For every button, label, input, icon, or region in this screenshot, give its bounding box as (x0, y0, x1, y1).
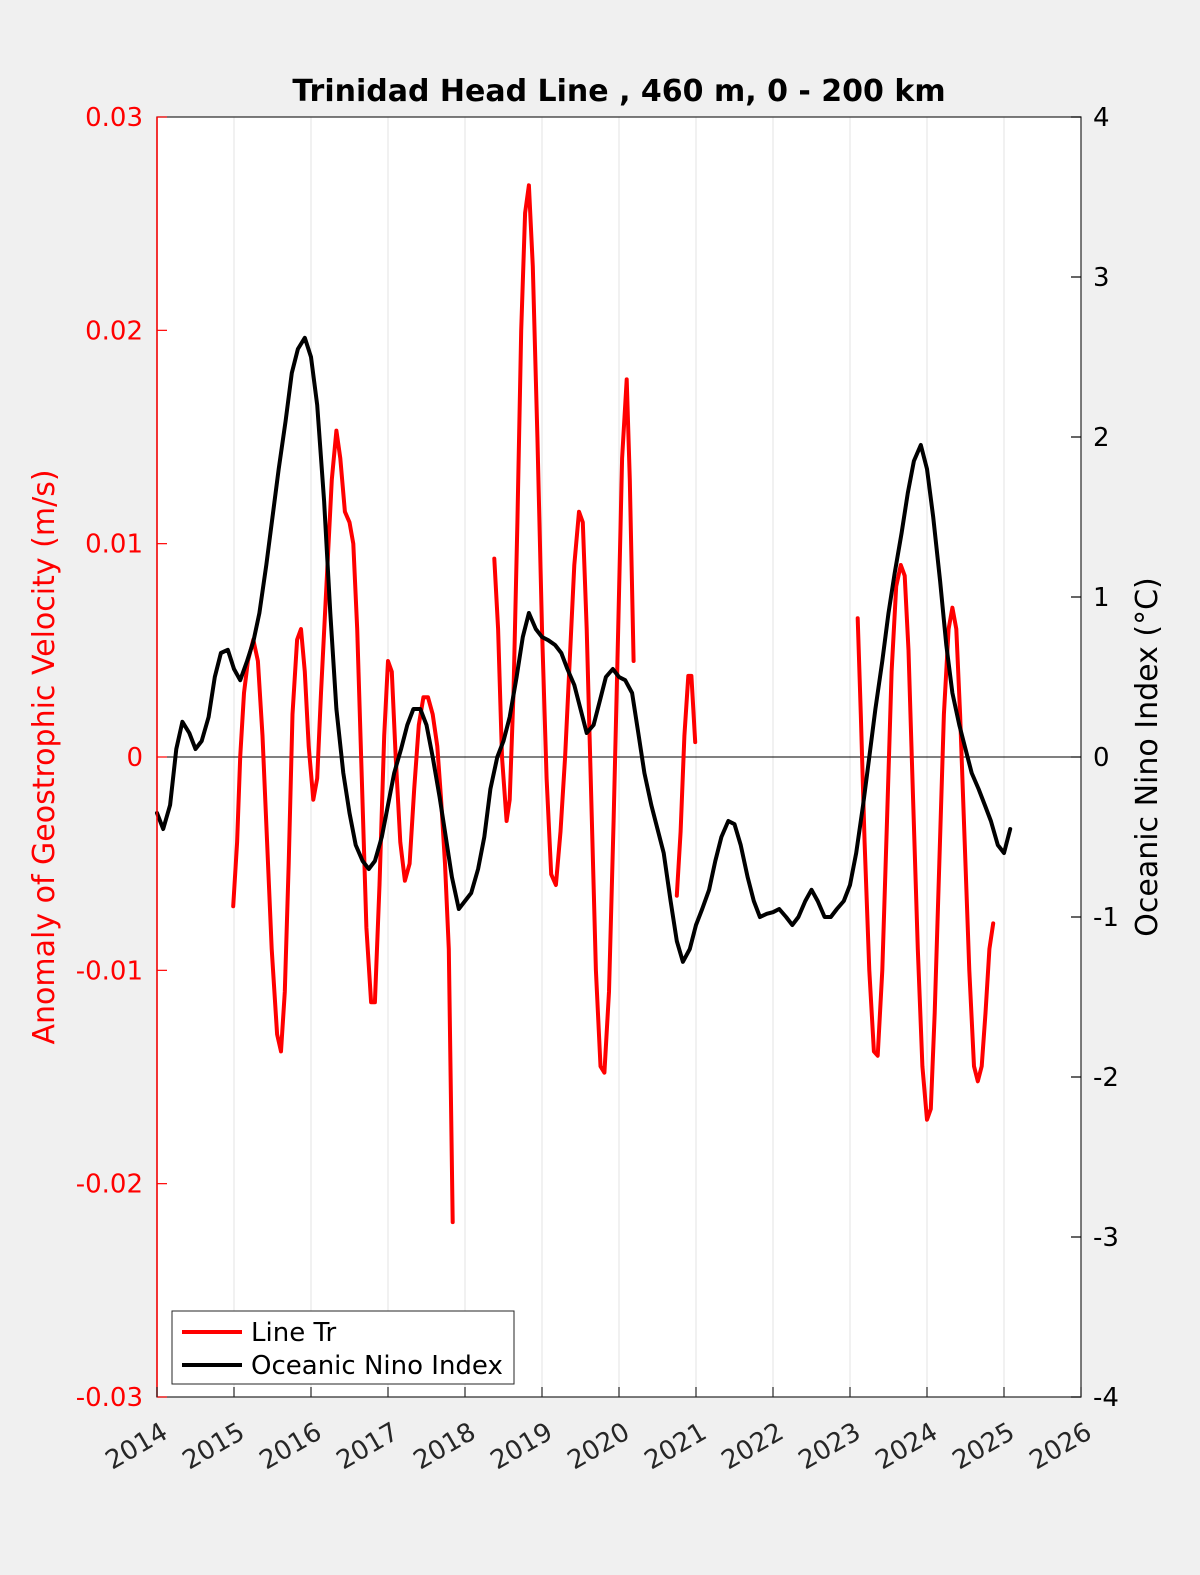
y-left-tick-label: 0 (126, 743, 143, 773)
x-axis: 2014 2015 2016 2017 2018 2019 2020 2021 2022 2023… (101, 1387, 1097, 1476)
series-line-tr-segment-3 (855, 563, 996, 1122)
left-axis: -0.03 -0.02 -0.01 0 0.01 0.02 0.03 (76, 103, 167, 1413)
legend-label-line-tr: Line Tr (251, 1318, 337, 1348)
series-line-tr-segment-0 (231, 428, 455, 1225)
x-tick-label: 2019 (486, 1417, 558, 1476)
y-right-tick-label: -2 (1093, 1063, 1119, 1093)
y-left-tick-label: 0.01 (85, 530, 143, 560)
legend: Line Tr Oceanic Nino Index (171, 1310, 515, 1385)
x-tick-label: 2026 (1025, 1417, 1097, 1476)
y-right-tick-label: 1 (1093, 583, 1110, 613)
chart-title: Trinidad Head Line , 460 m, 0 - 200 km (292, 74, 945, 109)
y-axis-right-label: Oceanic Nino Index (°C) (1130, 577, 1165, 937)
y-right-tick-label: 4 (1093, 103, 1110, 133)
series-line-tr-segment-2 (674, 673, 698, 898)
x-tick-label: 2023 (794, 1417, 866, 1476)
legend-box (171, 1310, 515, 1385)
right-axis: -4 -3 -2 -1 0 1 2 3 4 (1071, 103, 1119, 1413)
y-right-tick-label: -4 (1093, 1383, 1119, 1413)
series-line-tr-segment-1 (492, 183, 636, 1075)
y-left-tick-label: -0.02 (76, 1170, 143, 1200)
y-right-tick-label: 0 (1093, 743, 1110, 773)
y-right-tick-label: 2 (1093, 423, 1110, 453)
y-right-tick-label: 3 (1093, 263, 1110, 293)
x-tick-label: 2022 (717, 1417, 789, 1476)
x-tick-label: 2021 (640, 1417, 712, 1476)
y-left-tick-label: -0.01 (76, 956, 143, 986)
series-layer (155, 183, 1013, 1225)
x-tick-label: 2025 (948, 1417, 1020, 1476)
x-tick-label: 2014 (101, 1417, 173, 1476)
x-tick-label: 2018 (409, 1417, 481, 1476)
x-tick-label: 2017 (332, 1417, 404, 1476)
x-tick-label: 2016 (255, 1417, 327, 1476)
x-tick-label: 2015 (178, 1417, 250, 1476)
y-right-tick-label: -3 (1093, 1223, 1119, 1253)
y-axis-left-label: Anomaly of Geostrophic Velocity (m/s) (27, 469, 62, 1044)
y-right-tick-label: -1 (1093, 903, 1119, 933)
legend-label-oni: Oceanic Nino Index (251, 1351, 503, 1381)
y-left-tick-label: 0.02 (85, 316, 143, 346)
x-tick-label: 2020 (563, 1417, 635, 1476)
series-oceanic-nino-index (155, 335, 1013, 964)
y-left-tick-label: 0.03 (85, 103, 143, 133)
x-tick-label: 2024 (871, 1417, 943, 1476)
y-left-tick-label: -0.03 (76, 1383, 143, 1413)
